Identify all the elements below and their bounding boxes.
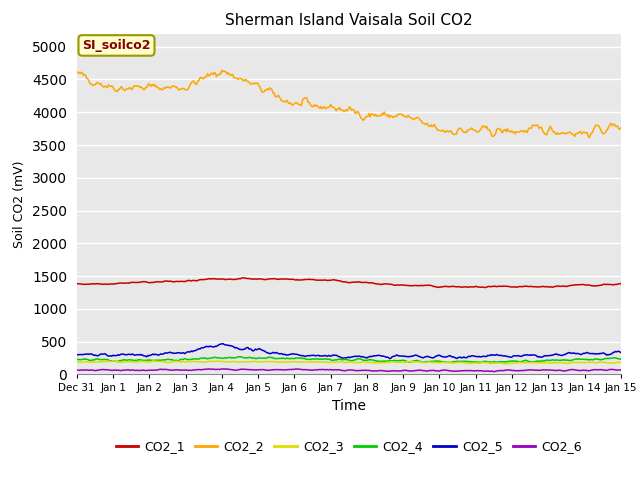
CO2_2 [520, 129, 527, 135]
CO2_1 [606, 282, 614, 288]
CO2_2 [369, 111, 376, 117]
CO2_4 [617, 356, 625, 362]
CO2_2 [398, 111, 406, 117]
CO2_2 [606, 122, 614, 128]
CO2_3 [336, 359, 344, 365]
CO2_6 [369, 368, 376, 374]
CO2_1 [398, 282, 406, 288]
CO2_4 [447, 360, 454, 365]
CO2_4 [606, 356, 614, 361]
CO2_6 [220, 366, 228, 372]
CO2_4 [332, 357, 340, 363]
CO2_5 [606, 351, 614, 357]
CO2_5 [219, 341, 227, 347]
CO2_1 [336, 278, 344, 284]
CO2_6 [398, 368, 406, 374]
Line: CO2_2: CO2_2 [77, 70, 621, 138]
Line: CO2_6: CO2_6 [77, 369, 621, 372]
Y-axis label: Soil CO2 (mV): Soil CO2 (mV) [13, 160, 26, 248]
Line: CO2_5: CO2_5 [77, 344, 621, 359]
CO2_4 [398, 358, 406, 363]
CO2_4 [521, 358, 529, 363]
CO2_6 [521, 368, 529, 373]
CO2_4 [237, 354, 244, 360]
CO2_2 [336, 105, 344, 110]
CO2_5 [332, 352, 340, 358]
CO2_3 [501, 361, 509, 367]
CO2_2 [218, 67, 226, 73]
CO2_6 [336, 367, 344, 372]
CO2_5 [386, 356, 394, 361]
CO2_5 [617, 349, 625, 355]
CO2_3 [617, 360, 625, 365]
CO2_5 [399, 353, 406, 359]
CO2_2 [332, 108, 340, 114]
Line: CO2_3: CO2_3 [77, 361, 621, 364]
CO2_3 [398, 359, 406, 365]
CO2_6 [73, 367, 81, 373]
CO2_2 [73, 70, 81, 76]
CO2_1 [73, 281, 81, 287]
CO2_5 [521, 352, 529, 358]
CO2_3 [369, 360, 376, 365]
CO2_1 [617, 281, 625, 287]
X-axis label: Time: Time [332, 399, 366, 413]
CO2_1 [481, 285, 488, 290]
Title: Sherman Island Vaisala Soil CO2: Sherman Island Vaisala Soil CO2 [225, 13, 472, 28]
CO2_5 [369, 353, 376, 359]
CO2_1 [332, 277, 340, 283]
CO2_3 [150, 358, 158, 364]
Text: SI_soilco2: SI_soilco2 [82, 39, 151, 52]
CO2_5 [336, 354, 344, 360]
CO2_3 [73, 359, 81, 365]
CO2_6 [606, 367, 614, 372]
CO2_5 [73, 352, 81, 358]
CO2_2 [586, 135, 593, 141]
CO2_1 [240, 275, 248, 281]
CO2_4 [73, 357, 81, 362]
CO2_1 [369, 280, 376, 286]
CO2_3 [521, 360, 529, 366]
Legend: CO2_1, CO2_2, CO2_3, CO2_4, CO2_5, CO2_6: CO2_1, CO2_2, CO2_3, CO2_4, CO2_5, CO2_6 [111, 435, 587, 458]
CO2_2 [617, 125, 625, 131]
CO2_3 [606, 360, 614, 366]
CO2_4 [369, 357, 376, 363]
CO2_6 [490, 369, 498, 374]
CO2_1 [521, 283, 529, 289]
Line: CO2_1: CO2_1 [77, 278, 621, 288]
CO2_6 [332, 367, 340, 373]
CO2_4 [336, 356, 344, 362]
CO2_6 [617, 367, 625, 373]
CO2_3 [332, 359, 340, 365]
Line: CO2_4: CO2_4 [77, 357, 621, 362]
